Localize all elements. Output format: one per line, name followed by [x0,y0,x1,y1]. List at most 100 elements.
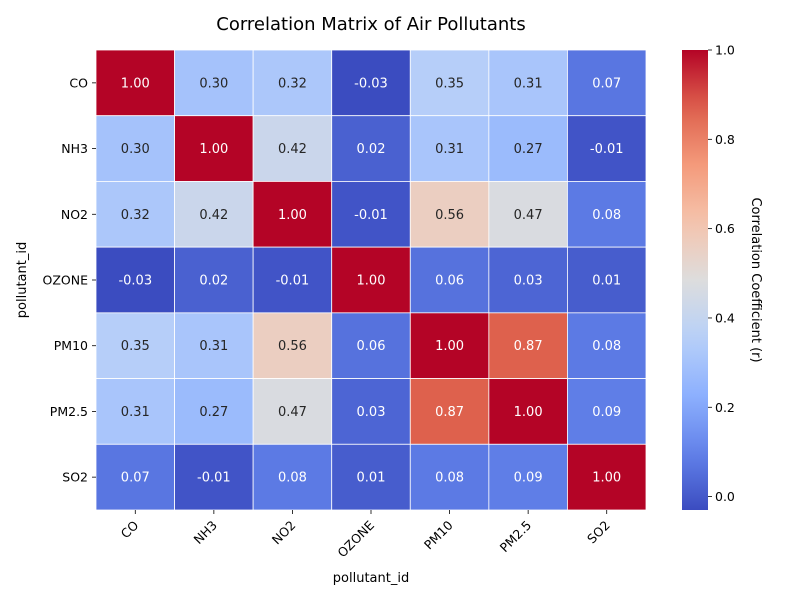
cell-value-label: 0.42 [278,142,307,157]
cell-value-label: 0.09 [592,405,621,420]
y-tick-label: PM10 [54,338,88,353]
heatmap-cell [409,378,490,445]
cell-value-label: 0.31 [435,142,464,157]
x-axis-ticks: CO NH3 NO2 OZONE PM10 PM2.5 SO2 [118,510,613,560]
cell-value-label: 0.27 [199,405,228,420]
cell-value-label: 0.30 [199,76,228,91]
cell-value-label: 0.01 [592,274,621,289]
heatmap-cell [252,181,333,248]
cell-value-label: 0.87 [514,339,543,354]
heatmap-cell [252,378,333,445]
x-tick-label: SO2 [584,518,613,547]
x-axis-label: pollutant_id [333,571,409,586]
cell-value-label: 0.47 [278,405,307,420]
heatmap-cell [252,115,333,182]
cell-value-label: 0.03 [514,274,543,289]
cell-value-label: 1.00 [514,405,543,420]
heatmap-cell [252,49,333,117]
heatmap-cells: 1.00 0.30 0.32 -0.03 0.35 0.31 0.07 0.30 1.00 0.4… [95,49,647,511]
cell-value-label: 1.00 [199,142,228,157]
cell-value-label: -0.03 [118,274,152,289]
colorbar-ticks: 0.0 0.2 0.4 0.6 0.8 1.0 [708,43,735,504]
chart-title: Correlation Matrix of Air Pollutants [216,14,525,35]
heatmap-cell [409,181,490,248]
cell-value-label: 0.31 [121,405,150,420]
heatmap-cell [331,181,411,248]
cell-value-label: 1.00 [357,274,386,289]
cell-value-label: 0.06 [357,339,386,354]
heatmap-cell [331,246,411,314]
cell-value-label: 0.47 [514,208,543,223]
y-axis-ticks: CO NH3 NO2 OZONE PM10 PM2.5 SO2 [43,75,96,485]
cell-value-label: 0.35 [121,339,150,354]
colorbar [682,50,708,510]
cell-value-label: 0.56 [435,208,464,223]
cell-value-label: 0.32 [278,76,307,91]
heatmap-cell [95,246,175,314]
cell-value-label: 1.00 [435,339,464,354]
colorbar-tick-label: 0.2 [715,400,735,415]
heatmap-cell [174,181,254,248]
colorbar-tick-label: 0.0 [715,489,735,504]
heatmap-cell [488,181,568,248]
heatmap-cell [95,181,175,248]
x-tick-label: PM10 [421,517,456,552]
y-tick-label: NH3 [61,141,88,156]
heatmap-cell [488,246,568,314]
heatmap-cell [252,443,333,511]
x-tick-label: NH3 [190,518,219,547]
heatmap-cell [567,246,647,314]
x-tick-label: NO2 [269,518,299,548]
heatmap-cell [488,443,568,511]
heatmap-cell [488,115,568,182]
cell-value-label: 0.42 [199,208,228,223]
heatmap-cell [331,378,411,445]
cell-value-label: 0.27 [514,142,543,157]
colorbar-tick-label: 0.8 [715,132,735,147]
cell-value-label: 0.03 [357,405,386,420]
heatmap-cell [488,49,568,117]
x-tick-label: PM2.5 [497,518,535,556]
cell-value-label: 0.08 [592,208,621,223]
colorbar-tick-label: 0.4 [715,310,735,325]
colorbar-tick-label: 0.6 [715,221,735,236]
heatmap-cell [567,443,647,511]
cell-value-label: 0.08 [278,471,307,486]
y-tick-label: CO [69,75,88,90]
cell-value-label: -0.01 [197,471,231,486]
heatmap-cell [409,443,490,511]
heatmap-cell [567,115,647,182]
cell-value-label: 1.00 [121,76,150,91]
heatmap-cell [95,49,175,117]
heatmap-cell [567,312,647,379]
cell-value-label: 0.30 [121,142,150,157]
cell-value-label: 0.31 [199,339,228,354]
x-tick-label: CO [118,517,142,541]
cell-value-label: 0.56 [278,339,307,354]
cell-value-label: 0.08 [592,339,621,354]
cell-value-label: 0.08 [435,471,464,486]
colorbar-tick-label: 1.0 [715,43,735,58]
heatmap-cell [174,378,254,445]
y-tick-label: PM2.5 [50,404,88,419]
cell-value-label: -0.01 [354,208,388,223]
heatmap-cell [567,378,647,445]
cell-value-label: 0.09 [514,471,543,486]
colorbar-label: Correlation Coefficient (r) [748,197,763,362]
cell-value-label: 1.00 [592,471,621,486]
y-axis-label: pollutant_id [15,242,30,318]
cell-value-label: 0.35 [435,76,464,91]
heatmap-cell [409,115,490,182]
heatmap-cell [174,246,254,314]
cell-value-label: 1.00 [278,208,307,223]
y-tick-label: OZONE [43,273,89,288]
cell-value-label: 0.01 [357,471,386,486]
heatmap-cell [331,49,411,117]
cell-value-label: -0.01 [276,274,310,289]
y-tick-label: NO2 [61,207,88,222]
heatmap-cell [252,312,333,379]
cell-value-label: 0.02 [357,142,386,157]
cell-value-label: -0.01 [590,142,624,157]
heatmap-cell [95,312,175,379]
